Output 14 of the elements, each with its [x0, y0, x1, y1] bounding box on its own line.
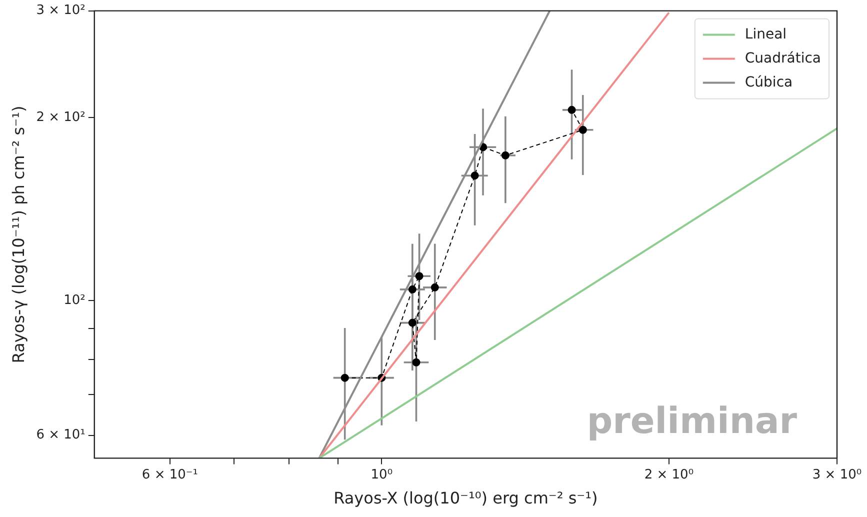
x-axis-title: Rayos-X (log(10⁻¹⁰) erg cm⁻² s⁻¹) [334, 488, 598, 508]
legend-label: Lineal [744, 26, 787, 42]
y-axis-title: Rayos-γ (log(10⁻¹¹) ph cm⁻² s⁻¹) [8, 106, 28, 364]
y-tick-label: 10² [64, 292, 86, 308]
y-tick-label: 2 × 10² [36, 110, 86, 126]
annotation: preliminar [586, 401, 798, 442]
x-tick-label: 2 × 10⁰ [644, 467, 694, 482]
x-tick-label: 10⁰ [370, 467, 393, 482]
x-tick-label: 6 × 10⁻¹ [142, 467, 198, 482]
legend-label: Cúbica [744, 74, 793, 90]
y-tick-label: 3 × 10² [36, 3, 86, 18]
y-tick-label: 6 × 10¹ [36, 428, 86, 443]
legend-label: Cuadrática [744, 50, 822, 66]
x-tick-label: 3 × 10⁰ [812, 467, 862, 482]
